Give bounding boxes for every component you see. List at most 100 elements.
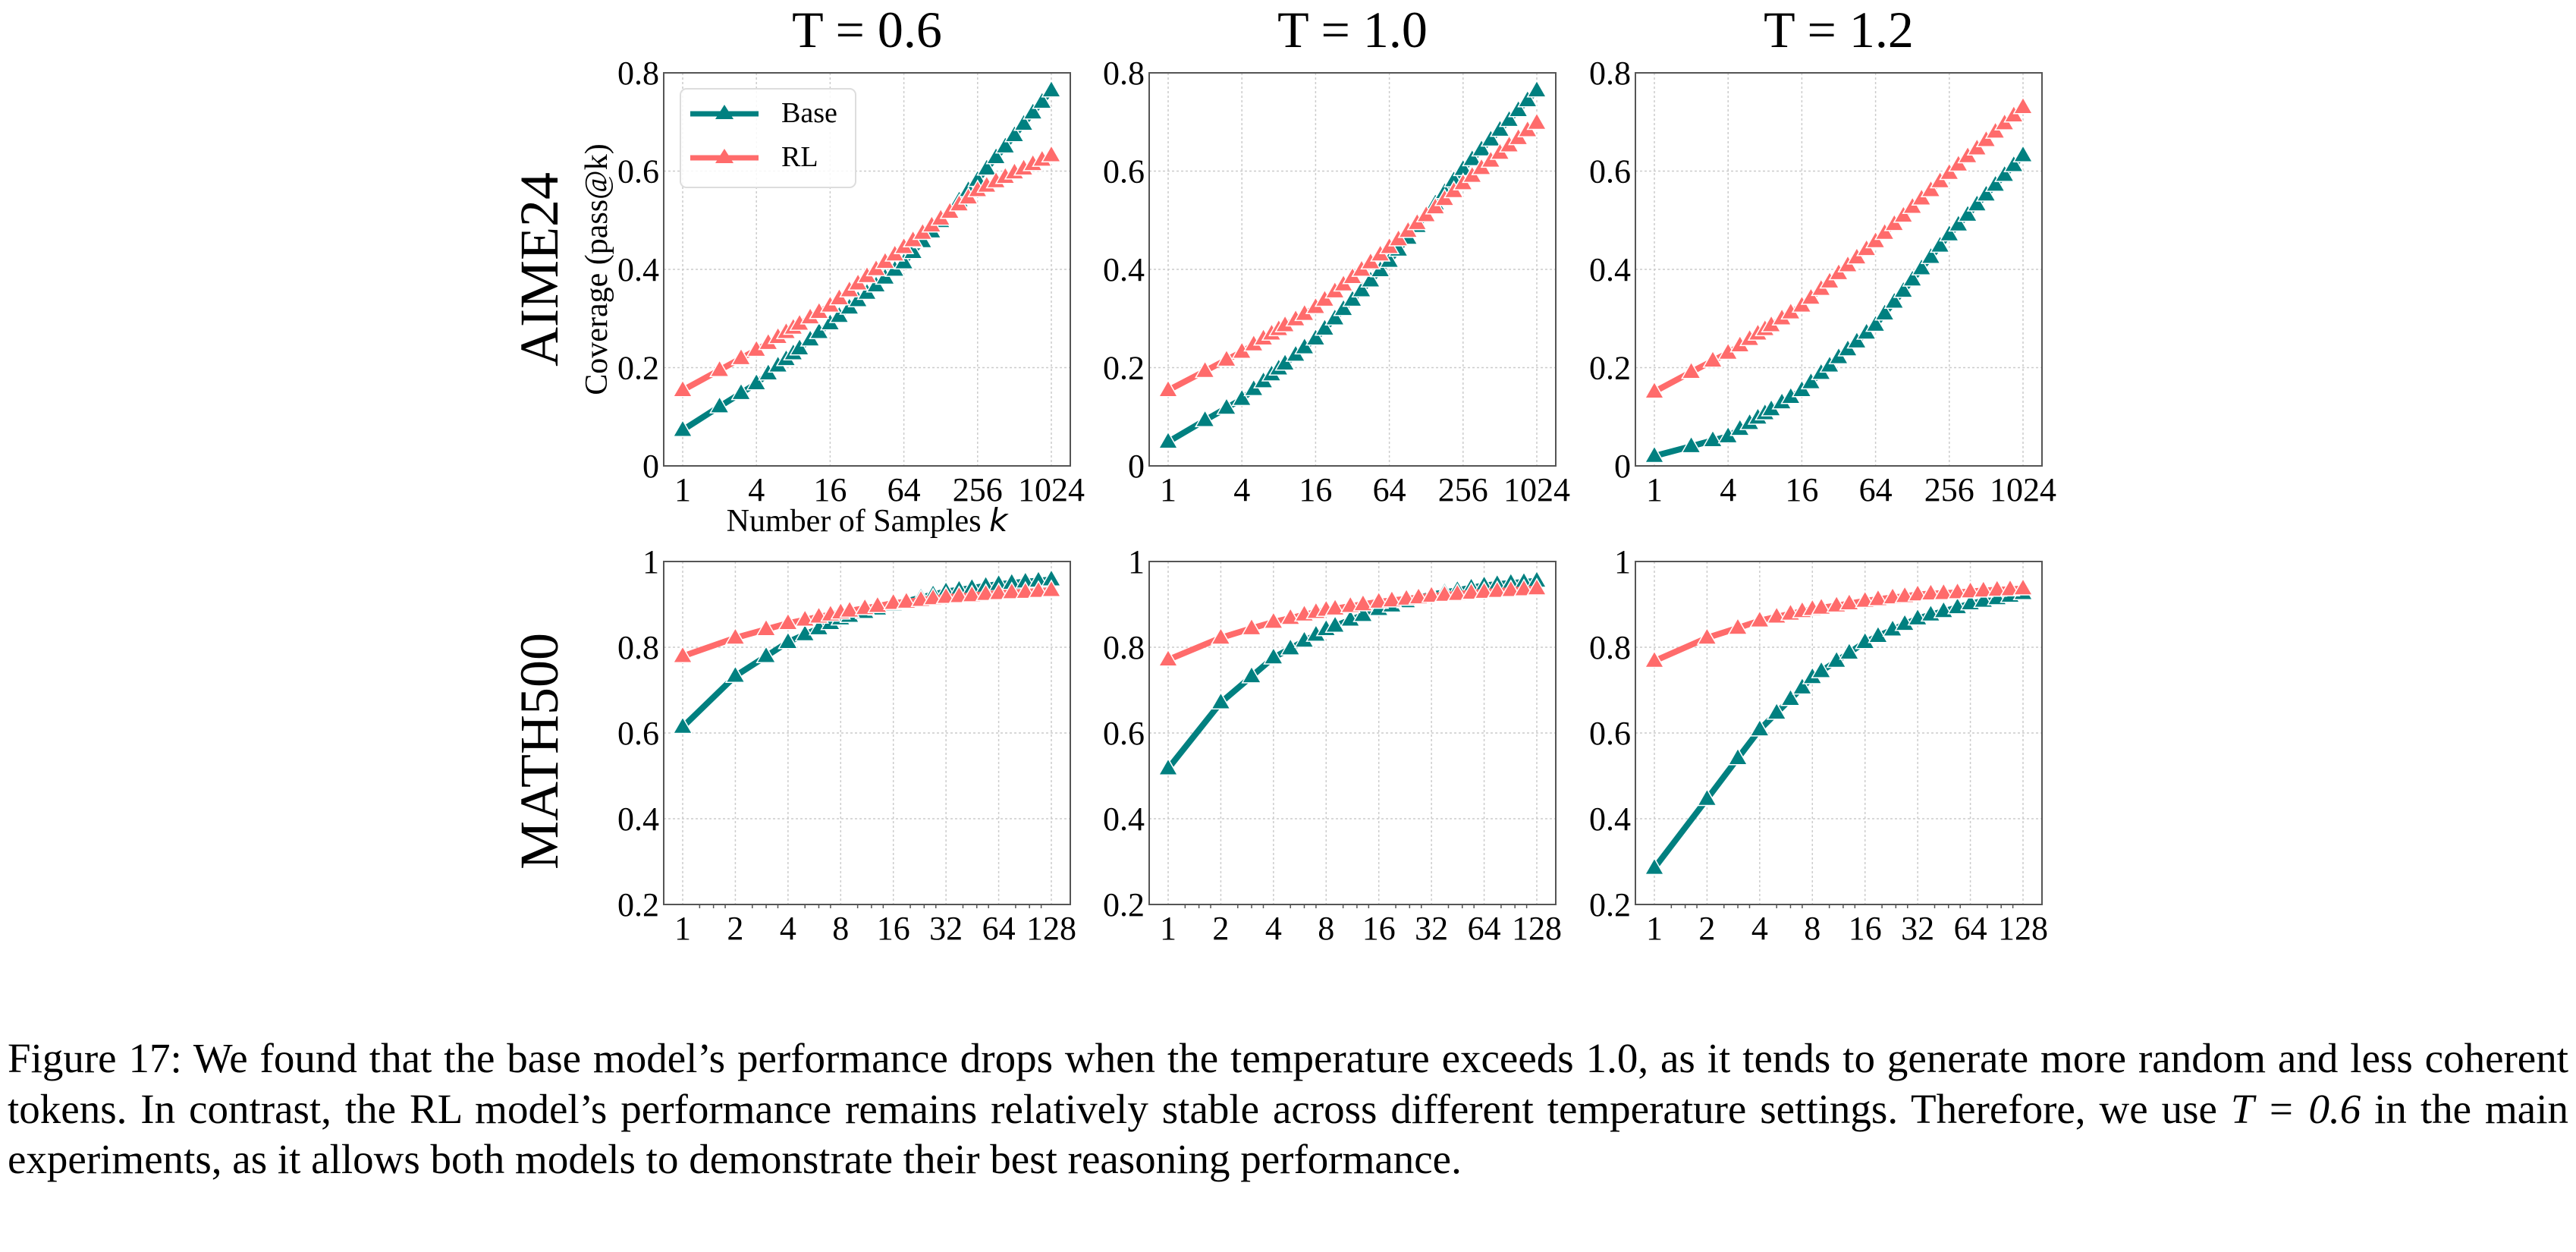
data-point-rl [1839, 592, 1860, 611]
data-point-rl [1874, 222, 1896, 241]
x-tick-label: 1 [674, 471, 691, 508]
data-point-rl [2012, 577, 2034, 596]
x-tick-label: 16 [813, 471, 847, 508]
x-tick-label: 4 [1265, 910, 1282, 947]
data-point-rl [1028, 580, 1049, 599]
data-point-rl [1800, 287, 1822, 305]
data-point-rl [1933, 582, 1954, 601]
x-tick-label: 1 [1646, 471, 1663, 508]
data-point-base [672, 716, 693, 735]
x-tick-label: 256 [1924, 471, 1974, 508]
data-point-base [1517, 89, 1538, 108]
data-point-base [1839, 641, 1860, 660]
x-tick-label: 256 [1438, 471, 1488, 508]
caption-text-2: in the main experiments, as it allows bo… [8, 1085, 2568, 1183]
figure-caption: Figure 17: We found that the base model’… [8, 1033, 2568, 1185]
data-point-rl [867, 595, 888, 613]
data-point-rl [1015, 580, 1036, 599]
data-point-base [756, 645, 777, 664]
x-tick-label: 64 [1373, 471, 1406, 508]
y-tick-label: 0.6 [1103, 153, 1145, 190]
data-point-base [1766, 701, 1787, 720]
x-tick-label: 1 [674, 910, 691, 947]
data-point-rl [1893, 204, 1914, 223]
y-tick-label: 0 [1614, 448, 1631, 485]
data-point-base [1727, 747, 1748, 766]
x-axis-label: Number of Samples k [727, 502, 1009, 539]
x-tick-label: 4 [780, 910, 796, 947]
y-tick-label: 0.6 [1103, 715, 1145, 752]
data-point-base [985, 146, 1007, 165]
y-tick-label: 0.8 [617, 55, 659, 92]
data-point-base [2003, 154, 2025, 172]
y-tick-label: 0.4 [1589, 801, 1631, 838]
y-tick-label: 0.4 [617, 251, 659, 288]
y-tick-label: 0.6 [1589, 715, 1631, 752]
col-title-t06: T = 0.6 [792, 1, 942, 58]
data-point-base [1993, 164, 2015, 182]
data-point-base [1023, 101, 1044, 120]
x-tick-label: 2 [1212, 910, 1229, 947]
y-tick-label: 0.4 [1589, 251, 1631, 288]
data-point-base [1800, 371, 1822, 390]
x-tick-label: 1024 [1503, 471, 1570, 508]
y-tick-label: 0.2 [617, 350, 659, 387]
data-point-base [1696, 788, 1718, 807]
legend: Base RL [680, 88, 856, 188]
axes-frame [1635, 561, 2043, 905]
data-point-rl [1352, 593, 1374, 612]
data-point-rl [1920, 582, 1941, 601]
x-tick-label: 4 [1751, 910, 1768, 947]
y-tick-label: 0.2 [1589, 886, 1631, 923]
data-point-base [1241, 665, 1262, 684]
x-tick-label: 32 [929, 910, 963, 947]
data-point-rl [988, 582, 1010, 601]
data-point-base [1352, 604, 1374, 622]
x-tick-label: 8 [1804, 910, 1820, 947]
data-point-rl [2000, 578, 2021, 596]
data-point-rl [1041, 144, 1062, 162]
x-tick-label: 128 [1026, 910, 1076, 947]
y-tick-label: 0.8 [1103, 55, 1145, 92]
data-point-base [1489, 118, 1511, 137]
y-tick-label: 0.6 [617, 153, 659, 190]
x-tick-label: 1024 [1990, 471, 2056, 508]
data-point-rl [1041, 579, 1062, 598]
data-point-rl [975, 583, 997, 602]
data-point-rl [1381, 589, 1403, 608]
data-point-base [809, 321, 830, 340]
data-point-rl [1195, 360, 1216, 379]
data-point-base [1324, 307, 1346, 326]
data-point-base [730, 382, 752, 401]
data-point-base [778, 631, 799, 650]
data-point-base [746, 372, 767, 391]
data-point-base [1360, 269, 1381, 288]
data-point-rl [1702, 349, 1723, 368]
y-tick-label: 1 [1128, 543, 1145, 580]
data-point-base [1294, 336, 1315, 355]
legend-label-rl: RL [781, 141, 818, 173]
caption-text-1: We found that the base model’s performan… [8, 1035, 2568, 1132]
data-point-base [1324, 615, 1346, 633]
axes-frame [663, 72, 1071, 467]
x-tick-label: 8 [1318, 910, 1334, 947]
data-point-base [1681, 435, 1702, 454]
data-point-base [1644, 445, 1665, 464]
x-tick-label: 32 [1901, 910, 1934, 947]
data-point-rl [672, 645, 693, 664]
data-point-rl [730, 347, 752, 366]
data-point-rl [1001, 581, 1023, 599]
x-tick-label: 16 [1362, 910, 1396, 947]
data-point-rl [778, 612, 799, 631]
data-point-rl [1696, 627, 1718, 645]
data-point-rl [1811, 596, 1832, 615]
data-point-rl [1473, 580, 1495, 599]
data-point-rl [1644, 650, 1665, 668]
data-point-rl [724, 627, 746, 645]
x-tick-label: 1024 [1018, 471, 1085, 508]
data-point-base [1780, 687, 1802, 706]
axes-frame [1148, 561, 1557, 905]
x-tick-label: 32 [1415, 910, 1448, 947]
